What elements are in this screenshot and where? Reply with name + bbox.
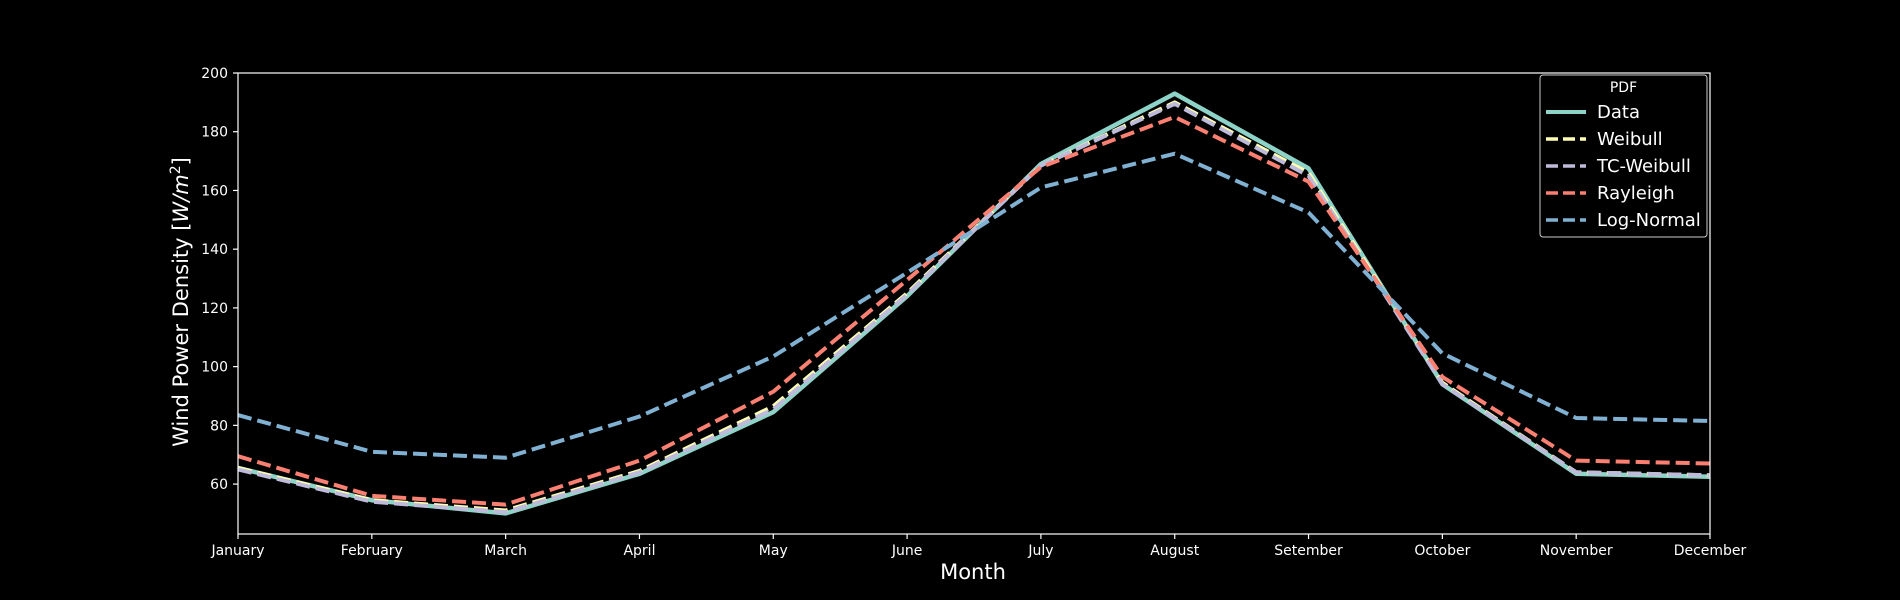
y-axis-title-unit-w: W — [169, 201, 193, 223]
x-tick-label: April — [623, 543, 655, 559]
legend: PDF Data Weibull TC-Weibull Rayleigh Log-Norm… — [1539, 74, 1708, 238]
y-tick-label: 120 — [201, 301, 228, 317]
legend-entry: Data — [1597, 102, 1640, 123]
x-tick-label: October — [1414, 543, 1470, 559]
legend-title: PDF — [1610, 80, 1637, 96]
y-tick-label: 100 — [201, 360, 228, 376]
legend-entry: Rayleigh — [1597, 183, 1675, 204]
x-tick-label: March — [484, 543, 527, 559]
plot-frame — [237, 72, 1711, 535]
series-group — [237, 91, 1711, 516]
legend-entry: Log-Normal — [1597, 210, 1701, 231]
y-axis-title-unit-m: /m — [169, 174, 193, 204]
legend-entry: Weibull — [1597, 129, 1663, 150]
y-tick-label: 80 — [210, 418, 228, 434]
x-tick-label: August — [1150, 543, 1200, 559]
y-tick-label: 60 — [210, 477, 228, 493]
series-line-data — [237, 91, 1711, 516]
series-line-tc-weibull — [237, 101, 1711, 514]
svg-text:Wind Power Density [W/m2]: Wind Power Density [W/m2] — [168, 157, 193, 447]
y-tick-label: 180 — [201, 125, 228, 141]
x-tick-label: May — [759, 543, 788, 559]
legend-entry: TC-Weibull — [1596, 156, 1691, 177]
series-line-log-normal — [237, 151, 1711, 460]
series-line-rayleigh — [237, 115, 1711, 507]
x-tick-label: June — [891, 543, 923, 559]
y-axis-title-unit-sup: 2 — [168, 165, 184, 174]
series-line-weibull — [237, 100, 1711, 513]
y-tick-label: 160 — [201, 183, 228, 199]
x-tick-label: February — [341, 543, 403, 559]
x-axis-title: Month — [940, 560, 1006, 584]
y-axis-title: Wind Power Density [W/m2] — [168, 157, 193, 447]
x-tick-label: January — [210, 543, 264, 559]
x-tick-label: November — [1540, 543, 1613, 559]
y-tick-label: 140 — [201, 242, 228, 258]
y-tick-label: 200 — [201, 66, 228, 82]
x-tick-label: Setember — [1274, 543, 1343, 559]
x-tick-label: July — [1027, 543, 1053, 559]
x-tick-label: December — [1674, 543, 1747, 559]
y-axis-title-main: Wind Power Density [ — [169, 223, 193, 447]
legend-box — [1539, 74, 1708, 238]
y-axis-title-close: ] — [169, 157, 193, 165]
